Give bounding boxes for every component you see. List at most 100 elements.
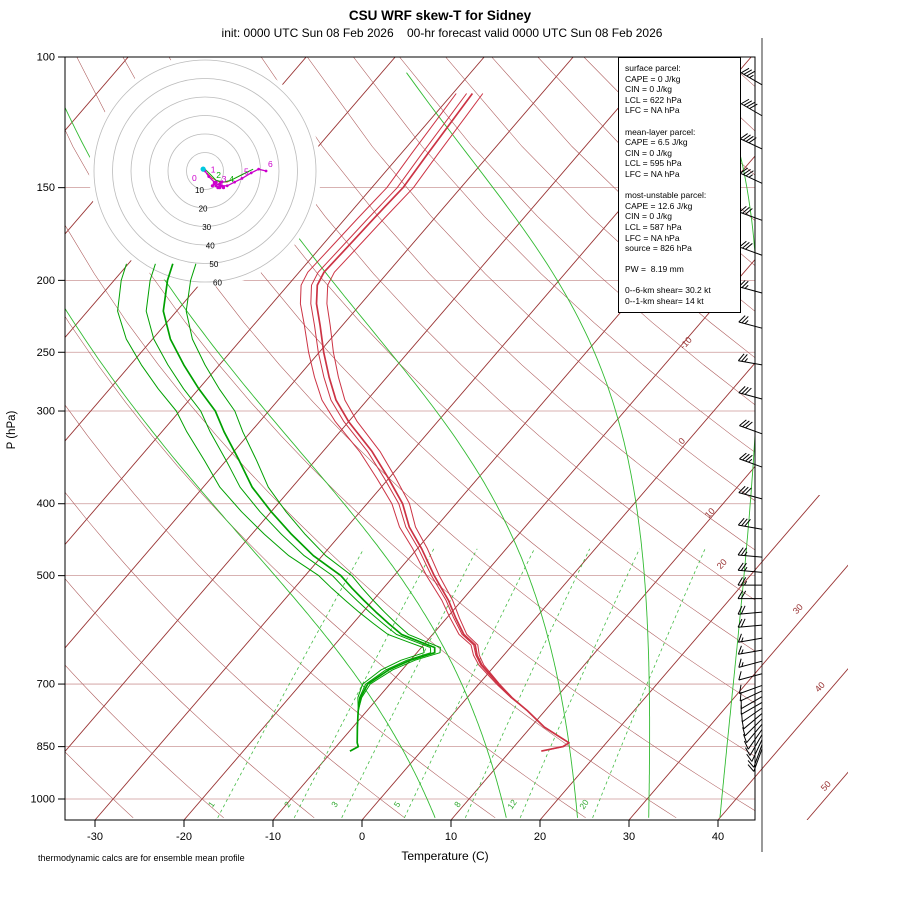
- wind-barb: [742, 718, 763, 737]
- wind-barb: [739, 240, 763, 256]
- temperature-tick-label: 0: [359, 831, 365, 843]
- isotherm-label: 20: [715, 557, 729, 571]
- temperature-tick-label: -30: [87, 831, 103, 843]
- pressure-tick-label: 250: [37, 347, 55, 359]
- temperature-tick-label: -10: [265, 831, 281, 843]
- hodograph-hour-label: 5: [244, 166, 249, 176]
- pressure-tick-label: 200: [37, 275, 55, 287]
- isotherm-label: -10: [678, 335, 694, 351]
- sounding-profiles: [117, 92, 570, 752]
- hodograph-ring-label: 10: [195, 186, 204, 195]
- parcel-info-line: LCL = 622 hPa: [625, 94, 682, 105]
- mixing-ratio-label: 2: [282, 799, 293, 809]
- wind-barb: [740, 696, 763, 710]
- mixing-ratio-lines: [217, 548, 706, 818]
- wind-barb: [741, 713, 763, 730]
- parcel-info-line: CIN = 0 J/kg: [625, 84, 673, 95]
- wind-barb: [739, 133, 763, 150]
- parcel-info-line: 0--6-km shear= 30.2 kt: [625, 285, 711, 296]
- mixing-ratio-label: 8: [452, 799, 463, 809]
- hodograph-ring: [186, 152, 224, 190]
- hodograph-hour-label: 4: [229, 174, 234, 184]
- wind-barb: [739, 452, 763, 468]
- wind-barb: [738, 386, 763, 400]
- parcel-info-line: LCL = 587 hPa: [625, 221, 682, 232]
- hodograph-hour-label: 2: [216, 170, 221, 180]
- temperature-member-trace: [326, 93, 570, 752]
- wind-barb: [740, 98, 763, 117]
- pressure-tick-label: 300: [37, 406, 55, 418]
- parcel-info-line: surface parcel:: [625, 63, 681, 73]
- temperature-tick-label: 20: [534, 831, 546, 843]
- parcel-info-line: CIN = 0 J/kg: [625, 211, 673, 222]
- chart-title: CSU WRF skew-T for Sidney: [348, 8, 532, 23]
- wind-barb: [738, 485, 763, 500]
- parcel-info-line: LFC = NA hPa: [625, 168, 680, 179]
- hodograph-hour-label: 1: [211, 165, 216, 175]
- hodograph-ring-label: 40: [206, 242, 215, 251]
- mixing-ratio-label: 3: [329, 799, 340, 809]
- wind-barb: [746, 739, 763, 762]
- plot-frame: -30 -20 -10 0 10 20 30 40: [64, 56, 756, 843]
- parcel-info-line: CAPE = 0 J/kg: [625, 73, 681, 84]
- mixing-ratio-label: 1: [206, 799, 217, 809]
- pressure-tick-label: 400: [37, 498, 55, 510]
- hodograph-hour-label: 0: [192, 173, 197, 183]
- wind-barb: [738, 684, 763, 695]
- temperature-member-trace: [299, 93, 570, 752]
- parcel-info-line: LCL = 595 hPa: [625, 158, 682, 169]
- wind-barb: [737, 353, 763, 366]
- hodograph-ring: [130, 96, 280, 246]
- hodograph-ring: [93, 59, 317, 283]
- pressure-axis-label: P (hPa): [6, 410, 18, 450]
- temperature-axis-label: Temperature (C): [401, 849, 489, 863]
- wind-barb: [743, 723, 763, 743]
- pressure-tick-label: 100: [37, 52, 55, 64]
- temperature-tick-label: -20: [176, 831, 192, 843]
- parcel-info-line: CIN = 0 J/kg: [625, 147, 673, 158]
- hodograph-hour-label: 3: [222, 174, 227, 184]
- dewpoint-member-trace: [145, 263, 432, 752]
- parcel-info-line: 0--1-km shear= 14 kt: [625, 296, 704, 307]
- wind-barb: [737, 618, 763, 628]
- parcel-info-line: most-unstable parcel:: [625, 190, 707, 201]
- isotherm-label: 50: [819, 779, 833, 793]
- parcel-info-line: [625, 254, 737, 265]
- wind-barb: [740, 67, 763, 86]
- hodograph-ring: [112, 78, 298, 264]
- temperature-trace: [315, 92, 570, 752]
- isotherm-label: 40: [813, 680, 827, 694]
- wind-barb: [743, 729, 763, 750]
- pressure-tick-label: 500: [37, 570, 55, 582]
- wind-barb: [738, 658, 763, 668]
- mixing-ratio-labels: 1 2 3 5 8 12 20: [206, 797, 591, 811]
- pressure-tick-label: 150: [37, 182, 55, 194]
- ensemble-footnote: thermodynamic calcs are for ensemble mea…: [38, 853, 245, 863]
- pressure-tick-label: 1000: [31, 794, 55, 806]
- hodograph-storm-marker: [200, 166, 206, 172]
- parcel-info-line: [625, 275, 737, 286]
- wind-barb: [747, 744, 763, 768]
- hodograph-hour-label: 6: [268, 159, 273, 169]
- parcel-info-line: CAPE = 6.5 J/kg: [625, 137, 688, 148]
- parcel-info-line: [625, 116, 737, 127]
- parcel-info-line: CAPE = 12.6 J/kg: [625, 200, 693, 211]
- parcel-info-box: surface parcel: CAPE = 0 J/kg CIN = 0 J/kg…: [618, 57, 741, 313]
- parcel-info-line: source = 826 hPa: [625, 243, 692, 254]
- mixing-ratio-label: 5: [392, 799, 403, 809]
- hodograph-ring: [149, 115, 261, 227]
- wind-barb: [740, 701, 763, 715]
- temperature-tick-label: 10: [445, 831, 457, 843]
- isotherm-label: 30: [791, 602, 805, 616]
- parcel-info-line: mean-layer parcel:: [625, 126, 696, 137]
- wind-barb: [738, 280, 763, 294]
- dewpoint-member-trace: [117, 263, 425, 752]
- dry-adiabats: [65, 57, 755, 819]
- wind-barb: [737, 562, 763, 573]
- wind-barb: [737, 645, 763, 655]
- pressure-tick-label: 700: [37, 679, 55, 691]
- temperature-tick-label: 30: [623, 831, 635, 843]
- hodograph-ring-label: 50: [209, 260, 218, 269]
- wind-barb: [741, 707, 763, 723]
